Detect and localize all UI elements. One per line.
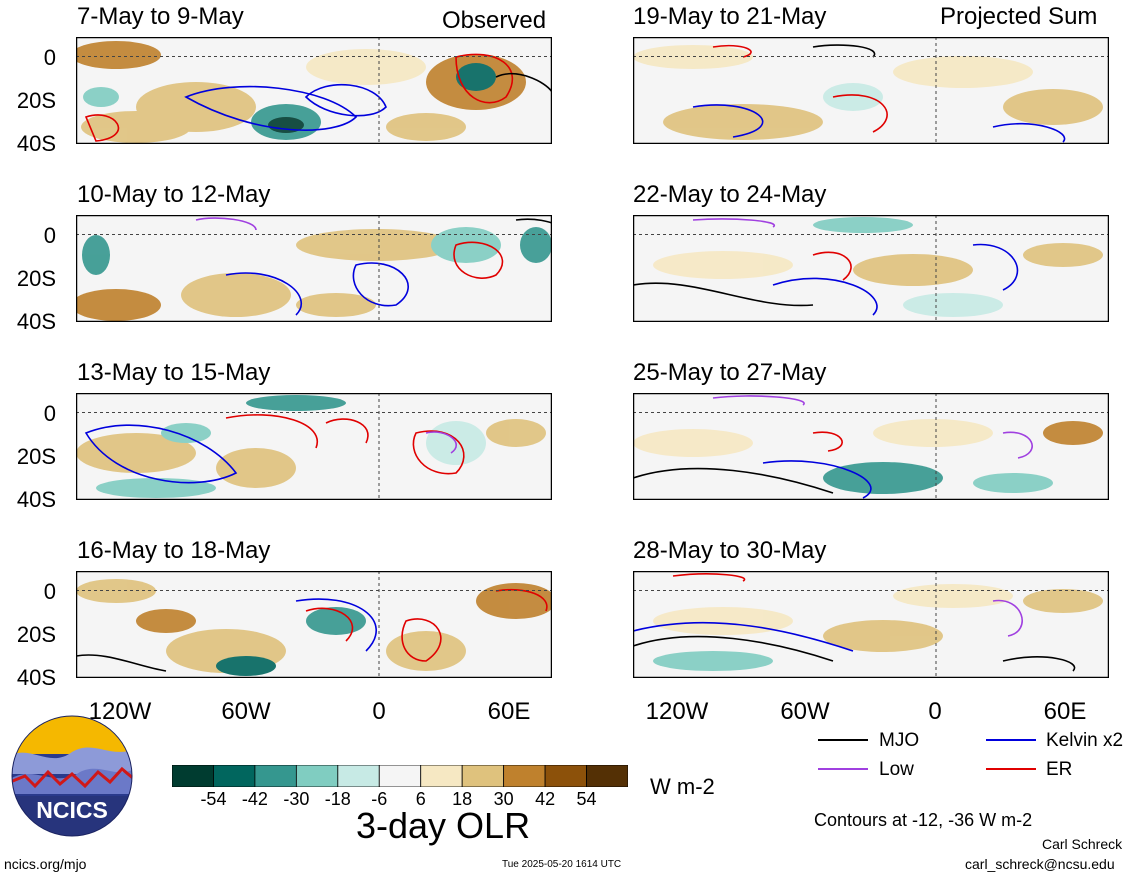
legend-label-er: ER <box>1046 759 1073 780</box>
colorbar-tick-label: -54 <box>200 789 227 809</box>
colorbar-tick-label: 54 <box>576 789 597 809</box>
ytick-0-r2: 0 <box>43 223 56 248</box>
observed-header: Observed <box>442 7 547 34</box>
colorbar-tick-label: -30 <box>283 789 310 809</box>
projected-header: Projected Sum <box>940 3 1098 30</box>
olr-map-panel-1 <box>76 37 552 144</box>
olr-map-panel-7 <box>633 393 1109 500</box>
colorbar-swatch <box>295 765 339 787</box>
panel-title-5: 19-May to 21-May <box>633 3 827 30</box>
panel-title-3: 13-May to 15-May <box>77 359 271 386</box>
xtick-120w-left: 120W <box>88 698 152 725</box>
legend-lines <box>818 739 1036 770</box>
olr-map-panel-2 <box>76 215 552 322</box>
panel-title-1: 7-May to 9-May <box>77 3 244 30</box>
ytick-40s-r4: 40S <box>16 665 56 690</box>
panel-title-2: 10-May to 12-May <box>77 181 271 208</box>
olr-colorbar <box>172 765 628 787</box>
footer-timestamp: Tue 2025-05-20 1614 UTC <box>502 859 622 870</box>
xtick-60w-left: 60W <box>221 698 271 725</box>
legend-label-mjo: MJO <box>879 730 920 751</box>
xtick-120w-right: 120W <box>645 698 709 725</box>
ytick-40s-r2: 40S <box>16 309 56 334</box>
colorbar-swatch <box>420 765 463 787</box>
ytick-0-r1: 0 <box>43 45 56 70</box>
ytick-20s-r2: 20S <box>16 266 56 291</box>
olr-map-panel-5 <box>633 37 1109 144</box>
colorbar-swatch <box>544 765 587 787</box>
ytick-40s-r3: 40S <box>16 487 56 512</box>
panel-title-6: 22-May to 24-May <box>633 181 827 208</box>
colorbar-tick-label: -18 <box>324 789 351 809</box>
colorbar-swatch <box>254 765 297 787</box>
colorbar-tick-label: 30 <box>493 789 514 809</box>
colorbar-swatch <box>378 765 422 787</box>
ytick-0-r4: 0 <box>43 579 56 604</box>
colorbar-swatch <box>503 765 546 787</box>
ytick-0-r3: 0 <box>43 401 56 426</box>
colorbar-tick-label: 42 <box>535 789 556 809</box>
colorbar-tick-label: 18 <box>452 789 473 809</box>
colorbar-swatch <box>586 765 628 787</box>
xtick-60w-right: 60W <box>780 698 830 725</box>
ytick-20s-r1: 20S <box>16 88 56 113</box>
contour-note: Contours at -12, -36 W m-2 <box>814 810 1033 830</box>
footer-email: carl_schreck@ncsu.edu <box>965 856 1115 872</box>
olr-map-panel-3 <box>76 393 552 500</box>
colorbar-tick-label: -42 <box>241 789 268 809</box>
colorbar-swatch <box>213 765 256 787</box>
colorbar-units: W m-2 <box>650 774 715 799</box>
footer-author: Carl Schreck <box>1042 836 1123 852</box>
olr-map-panel-8 <box>633 571 1109 678</box>
legend-label-kelvin: Kelvin x2 <box>1046 730 1124 751</box>
ncics-logo: NCICS <box>11 715 133 837</box>
colorbar-swatch <box>337 765 380 787</box>
ytick-20s-r4: 20S <box>16 622 56 647</box>
xtick-60e-right: 60E <box>1043 698 1087 725</box>
ytick-20s-r3: 20S <box>16 444 56 469</box>
olr-map-panel-6 <box>633 215 1109 322</box>
ytick-40s-r1: 40S <box>16 131 56 156</box>
xtick-60e-left: 60E <box>487 698 531 725</box>
colorbar-swatch <box>172 765 214 787</box>
colorbar-tick-label: 6 <box>415 789 426 809</box>
legend-label-low: Low <box>879 759 914 780</box>
xtick-0-right: 0 <box>928 698 942 725</box>
panel-title-4: 16-May to 18-May <box>77 537 271 564</box>
olr-map-panel-4 <box>76 571 552 678</box>
panel-title-7: 25-May to 27-May <box>633 359 827 386</box>
colorbar-tick-label: -6 <box>371 789 388 809</box>
ncics-logo-text: NCICS <box>36 797 108 823</box>
colorbar-swatch <box>461 765 505 787</box>
plot-title: 3-day OLR <box>356 805 531 846</box>
footer-url: ncics.org/mjo <box>4 856 87 872</box>
xtick-0-left: 0 <box>372 698 386 725</box>
panel-title-8: 28-May to 30-May <box>633 537 827 564</box>
